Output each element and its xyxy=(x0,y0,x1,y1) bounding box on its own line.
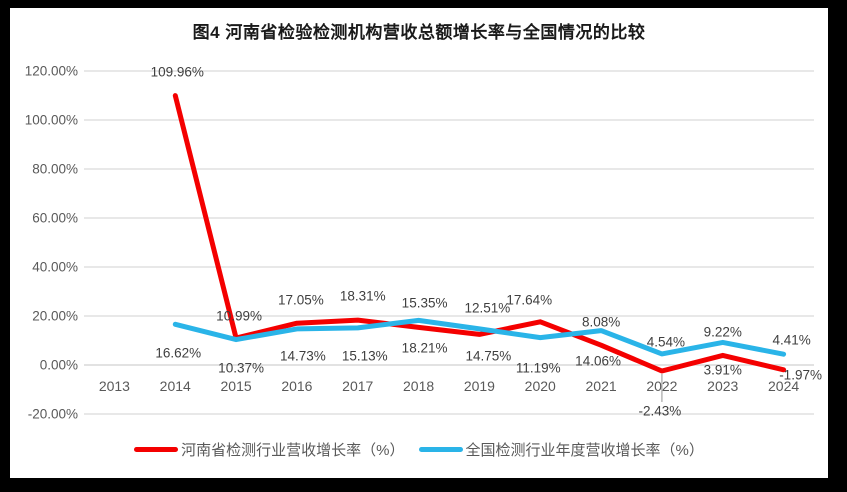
data-label: 4.54% xyxy=(646,334,686,350)
x-axis-tick-label: 2016 xyxy=(281,378,313,394)
x-axis-tick-label: 2021 xyxy=(585,378,617,394)
data-label: 18.21% xyxy=(401,340,448,356)
data-label: 15.35% xyxy=(401,295,448,311)
x-axis-tick-label: 2019 xyxy=(463,378,495,394)
data-label: 14.73% xyxy=(280,348,326,364)
national-series-line-icon xyxy=(418,447,463,452)
data-label: 18.31% xyxy=(339,288,386,304)
data-label: 17.64% xyxy=(506,292,553,308)
data-label: 10.37% xyxy=(218,360,264,376)
data-label: -1.97% xyxy=(779,367,822,383)
data-label: 10.99% xyxy=(216,308,262,324)
chart-legend: 河南省检测行业营收增长率（%） 全国检测行业年度营收增长率（%） xyxy=(10,439,828,460)
data-label: 8.08% xyxy=(581,314,621,330)
data-label: 14.75% xyxy=(465,348,512,364)
x-axis-tick-label: 2022 xyxy=(646,378,678,394)
data-label: 4.41% xyxy=(772,332,811,348)
chart-title: 图4 河南省检验检测机构营收总额增长率与全国情况的比较 xyxy=(192,23,646,42)
data-label: 11.19% xyxy=(515,360,561,376)
data-label: 14.06% xyxy=(575,353,621,369)
data-label: 9.22% xyxy=(703,324,742,340)
data-label: 17.05% xyxy=(278,292,324,308)
national-series-line xyxy=(172,317,787,357)
y-axis-tick-label: 60.00% xyxy=(32,210,78,226)
legend-item-national: 全国检测行业年度营收增长率（%） xyxy=(418,439,704,460)
legend-label-henan: 河南省检测行业营收增长率（%） xyxy=(181,442,405,459)
x-axis-tick-label: 2018 xyxy=(403,378,435,394)
data-label: -2.43% xyxy=(638,403,682,419)
data-label: 12.51% xyxy=(464,300,511,316)
x-axis-tick-label: 2013 xyxy=(98,378,130,394)
x-axis-tick-label: 2017 xyxy=(342,378,374,394)
x-axis-tick-label: 2014 xyxy=(159,378,191,394)
x-axis-tick-label: 2015 xyxy=(220,378,252,394)
data-label: 15.13% xyxy=(341,348,388,364)
data-label: 3.91% xyxy=(703,362,742,378)
y-axis-tick-label: 120.00% xyxy=(24,63,78,79)
x-axis-tick-label: 2023 xyxy=(707,378,739,394)
henan-series-line xyxy=(172,93,787,374)
y-axis-tick-label: 20.00% xyxy=(32,308,78,324)
legend-item-henan: 河南省检测行业营收增长率（%） xyxy=(134,439,405,460)
y-axis-tick-label: 80.00% xyxy=(32,161,78,177)
y-axis-tick-label: -20.00% xyxy=(27,406,78,422)
chart-canvas: 图4 河南省检验检测机构营收总额增长率与全国情况的比较 120.00% 100.0… xyxy=(10,8,828,478)
legend-label-national: 全国检测行业年度营收增长率（%） xyxy=(465,442,704,459)
y-axis-tick-label: 100.00% xyxy=(24,112,78,128)
y-axis-tick-label: 0.00% xyxy=(39,357,78,373)
data-label: 109.96% xyxy=(150,64,204,80)
y-axis-tick-label: 40.00% xyxy=(32,259,78,275)
henan-series-line-icon xyxy=(134,447,179,452)
x-axis-tick-label: 2024 xyxy=(768,378,800,394)
x-axis-tick-label: 2020 xyxy=(524,378,556,394)
data-label: 16.62% xyxy=(155,345,202,361)
